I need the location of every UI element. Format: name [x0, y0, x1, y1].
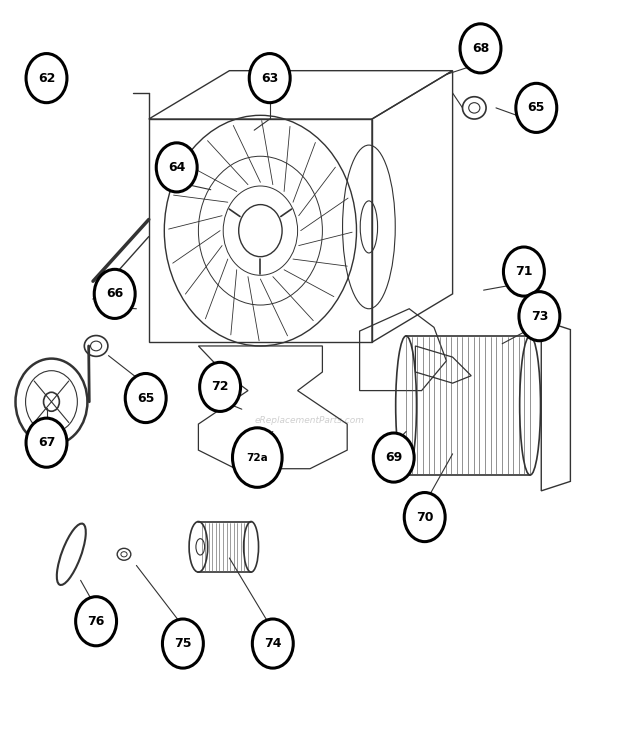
- Text: 70: 70: [416, 510, 433, 524]
- Circle shape: [125, 373, 166, 423]
- Text: 76: 76: [87, 615, 105, 628]
- Circle shape: [373, 433, 414, 482]
- Circle shape: [460, 24, 501, 73]
- Text: 62: 62: [38, 71, 55, 85]
- Text: 69: 69: [385, 451, 402, 464]
- Text: 72: 72: [211, 380, 229, 394]
- Text: 73: 73: [531, 310, 548, 323]
- Text: 74: 74: [264, 637, 281, 650]
- Circle shape: [200, 362, 241, 411]
- Circle shape: [156, 143, 197, 192]
- Circle shape: [252, 619, 293, 668]
- Circle shape: [249, 54, 290, 103]
- Circle shape: [26, 418, 67, 467]
- Text: 67: 67: [38, 436, 55, 449]
- Circle shape: [516, 83, 557, 132]
- Text: 63: 63: [261, 71, 278, 85]
- Text: eReplacementParts.com: eReplacementParts.com: [255, 416, 365, 425]
- Text: 66: 66: [106, 287, 123, 301]
- Circle shape: [94, 269, 135, 318]
- Circle shape: [519, 292, 560, 341]
- Text: 65: 65: [528, 101, 545, 115]
- Circle shape: [503, 247, 544, 296]
- Circle shape: [162, 619, 203, 668]
- Circle shape: [404, 493, 445, 542]
- Circle shape: [76, 597, 117, 646]
- Text: 65: 65: [137, 391, 154, 405]
- Text: 68: 68: [472, 42, 489, 55]
- Circle shape: [232, 428, 282, 487]
- Text: 72a: 72a: [246, 452, 268, 463]
- Text: 64: 64: [168, 161, 185, 174]
- Circle shape: [26, 54, 67, 103]
- Text: 71: 71: [515, 265, 533, 278]
- Text: 75: 75: [174, 637, 192, 650]
